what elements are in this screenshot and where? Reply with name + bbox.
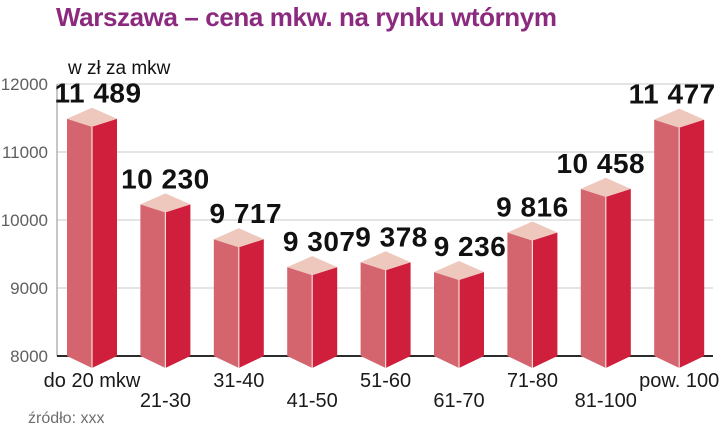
bar-value-label: 11 489 xyxy=(54,78,141,109)
bar-left-face xyxy=(580,188,606,368)
source-note: źródło: xxx xyxy=(28,410,105,427)
bar-front-face xyxy=(605,188,631,368)
x-axis-label: 21-30 xyxy=(140,390,191,412)
y-axis-tick-label: 10000 xyxy=(1,211,48,230)
bar-left-face xyxy=(434,271,459,368)
bar-front-face xyxy=(385,262,411,368)
y-axis-tick-label: 8000 xyxy=(10,347,48,366)
bar-front-face xyxy=(238,239,264,368)
bar-front-face xyxy=(92,118,117,368)
bar-top-face xyxy=(434,260,484,280)
bar-top-face xyxy=(213,228,264,248)
y-axis-tick-label: 9000 xyxy=(10,279,48,298)
x-axis-label: pow. 100 xyxy=(639,370,719,392)
bar-value-label: 9 378 xyxy=(355,221,428,252)
x-axis-label: 81-100 xyxy=(575,390,637,412)
bar-value-label: 10 230 xyxy=(121,163,210,194)
bar-left-face xyxy=(654,119,680,369)
bar-value-label: 11 477 xyxy=(629,79,716,110)
bar-front-face xyxy=(459,271,484,368)
bar-top-face xyxy=(580,177,631,197)
bar-value-label: 9 307 xyxy=(283,226,356,257)
y-axis-unit-label: w zł za mkw xyxy=(68,58,171,79)
bar-left-face xyxy=(287,267,313,368)
bar-top-face xyxy=(360,251,411,271)
bar-left-face xyxy=(213,239,239,368)
x-axis-label: do 20 mkw xyxy=(44,370,141,392)
x-axis-label: 51-60 xyxy=(360,370,411,392)
bar-front-face xyxy=(679,119,705,369)
x-axis-label: 31-40 xyxy=(213,370,264,392)
bar-value-label: 9 236 xyxy=(434,231,507,262)
bar-value-label: 9 816 xyxy=(496,192,569,223)
bar-left-face xyxy=(507,232,533,368)
x-axis-label: 41-50 xyxy=(287,390,338,412)
bar-front-face xyxy=(312,267,338,368)
bar-top-face xyxy=(507,221,558,241)
bar-top-face xyxy=(140,193,191,213)
bar-top-face xyxy=(654,108,705,128)
bar-top-face xyxy=(67,107,117,127)
bar-value-label: 9 717 xyxy=(210,198,283,229)
bar-top-face xyxy=(287,256,338,276)
bar-front-face xyxy=(532,232,558,368)
bar-left-face xyxy=(360,262,386,368)
chart-title: Warszawa – cena mkw. na rynku wtórnym xyxy=(56,2,557,32)
x-axis-label: 71-80 xyxy=(507,370,558,392)
bar-value-label: 10 458 xyxy=(556,148,645,179)
y-axis-tick-label: 12000 xyxy=(1,75,48,94)
bar-left-face xyxy=(140,204,166,368)
x-axis-label: 61-70 xyxy=(433,390,484,412)
y-axis-tick-label: 11000 xyxy=(2,143,48,162)
bar-front-face xyxy=(165,204,191,368)
bar-left-face xyxy=(67,118,92,368)
